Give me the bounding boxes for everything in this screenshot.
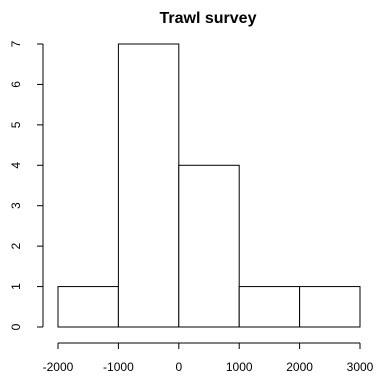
- x-tick-label: 2000: [286, 360, 313, 374]
- x-tick-label: 1000: [226, 360, 253, 374]
- y-axis: 0 1 2 3 4 5 6 7: [9, 40, 44, 330]
- y-tick-label: 3: [9, 202, 23, 209]
- histogram-bar-5: [299, 286, 361, 328]
- x-tick-label: 0: [175, 360, 182, 374]
- bars-group: [57, 43, 361, 328]
- x-axis: -2000 -1000 0 1000 2000 3000: [43, 342, 374, 374]
- y-tick-label: 2: [9, 242, 23, 249]
- x-tick-label: -2000: [43, 360, 74, 374]
- y-tick-label: 4: [9, 162, 23, 169]
- histogram-bar-2: [117, 43, 180, 328]
- y-tick-label: 0: [9, 323, 23, 330]
- histogram-bar-3: [178, 164, 240, 328]
- y-tick-label: 1: [9, 283, 23, 290]
- x-tick-label: -1000: [103, 360, 134, 374]
- y-tick-label: 5: [9, 121, 23, 128]
- histogram-bar-1: [57, 286, 119, 328]
- y-tick-label: 7: [9, 40, 23, 47]
- y-tick-label: 6: [9, 81, 23, 88]
- x-tick-label: 3000: [347, 360, 374, 374]
- histogram-bar-4: [238, 286, 301, 328]
- chart-title: Trawl survey: [160, 10, 257, 27]
